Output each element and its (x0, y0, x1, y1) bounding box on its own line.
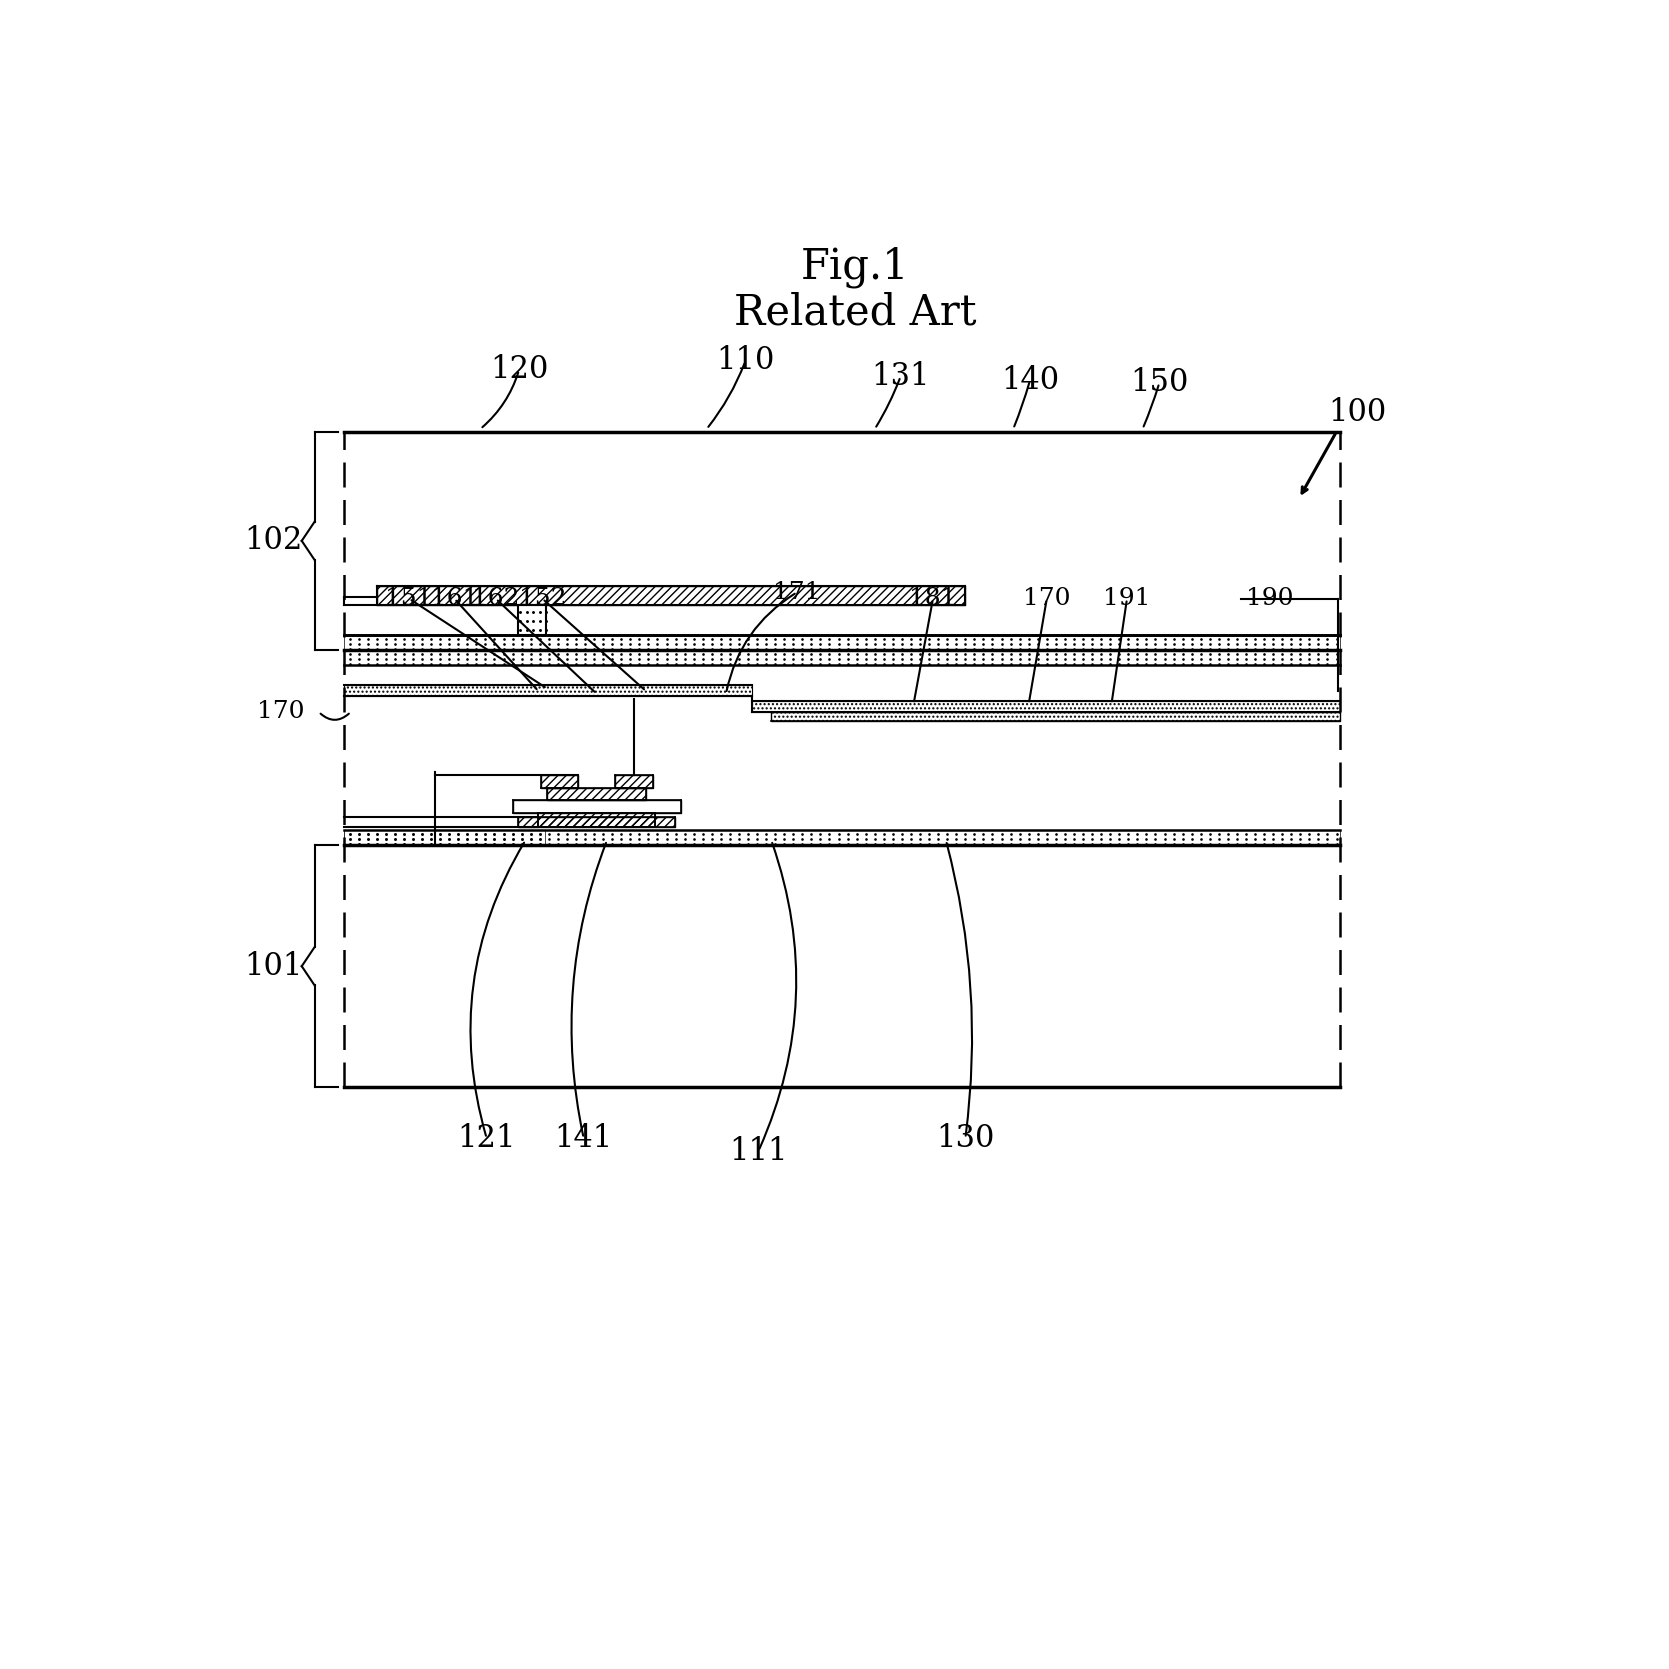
Bar (517, 818, 676, 828)
Text: 131: 131 (871, 361, 930, 392)
Text: 181: 181 (910, 587, 956, 611)
Bar (614, 774, 653, 788)
Bar (517, 606, 546, 634)
Bar (771, 711, 1340, 721)
Text: 130: 130 (936, 1123, 995, 1153)
Text: 121: 121 (457, 1123, 516, 1153)
Text: 161: 161 (431, 587, 477, 611)
Text: 110: 110 (716, 345, 774, 377)
Text: 171: 171 (773, 581, 821, 604)
Bar (512, 801, 681, 813)
Text: Related Art: Related Art (734, 290, 976, 334)
Text: 190: 190 (1245, 587, 1293, 611)
Text: 152: 152 (519, 587, 566, 611)
Text: 151: 151 (386, 587, 432, 611)
Text: 150: 150 (1130, 367, 1188, 399)
Bar (547, 788, 646, 801)
Text: 170: 170 (1023, 587, 1070, 611)
Text: 120: 120 (491, 354, 547, 386)
Text: 162: 162 (472, 587, 519, 611)
Text: 102: 102 (244, 526, 302, 556)
Text: 111: 111 (729, 1137, 788, 1167)
Text: 140: 140 (1001, 366, 1060, 396)
Bar (344, 649, 1340, 666)
Bar (541, 774, 579, 788)
Text: 101: 101 (244, 951, 302, 981)
Text: 170: 170 (257, 701, 305, 723)
Bar (344, 634, 1340, 649)
Text: Fig.1: Fig.1 (801, 245, 910, 289)
Text: 141: 141 (554, 1123, 613, 1153)
Text: 100: 100 (1329, 397, 1387, 427)
Bar (751, 701, 1340, 711)
Bar (377, 586, 965, 606)
Bar (539, 813, 654, 828)
Bar (344, 684, 751, 696)
Text: 191: 191 (1103, 587, 1150, 611)
Bar (344, 829, 544, 846)
Bar (344, 829, 1340, 846)
